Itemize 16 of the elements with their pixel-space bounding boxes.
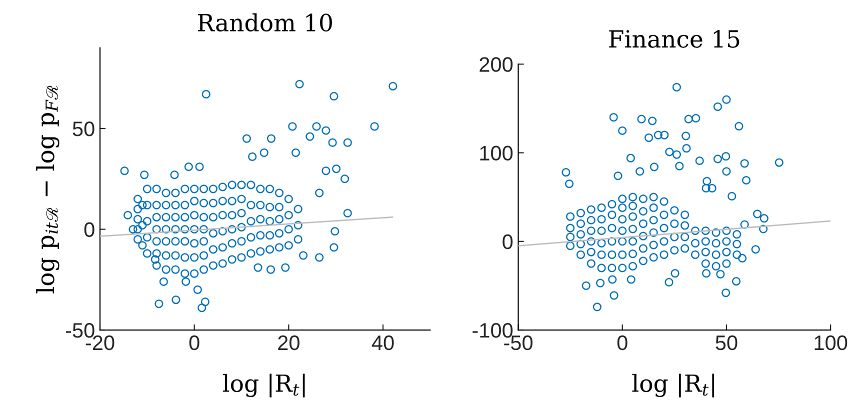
x-axis-title: log |R$_{t}$| — [222, 374, 305, 398]
x-tick-label: 0 — [617, 335, 628, 350]
x-axis-title: log |R$_{t}$| — [632, 374, 714, 398]
chart-title: Finance 15 — [609, 30, 740, 48]
y-axis-title: log p$_{itℛ}$ − log p$_{Fℛ}$ — [36, 86, 60, 294]
x-tick-label: 20 — [278, 335, 300, 350]
x-tick-label: 50 — [716, 335, 738, 350]
x-tick-label: 100 — [814, 335, 848, 350]
y-tick-label: 0 — [84, 222, 94, 237]
chart-title: Random 10 — [198, 13, 332, 32]
x-tick-label: 40 — [372, 335, 394, 350]
x-tick-label: 0 — [189, 335, 200, 350]
y-tick-label: 0 — [502, 234, 513, 250]
y-tick-label: 50 — [72, 121, 94, 136]
y-tick-label: 100 — [480, 146, 513, 161]
y-tick-label: 200 — [480, 57, 513, 72]
